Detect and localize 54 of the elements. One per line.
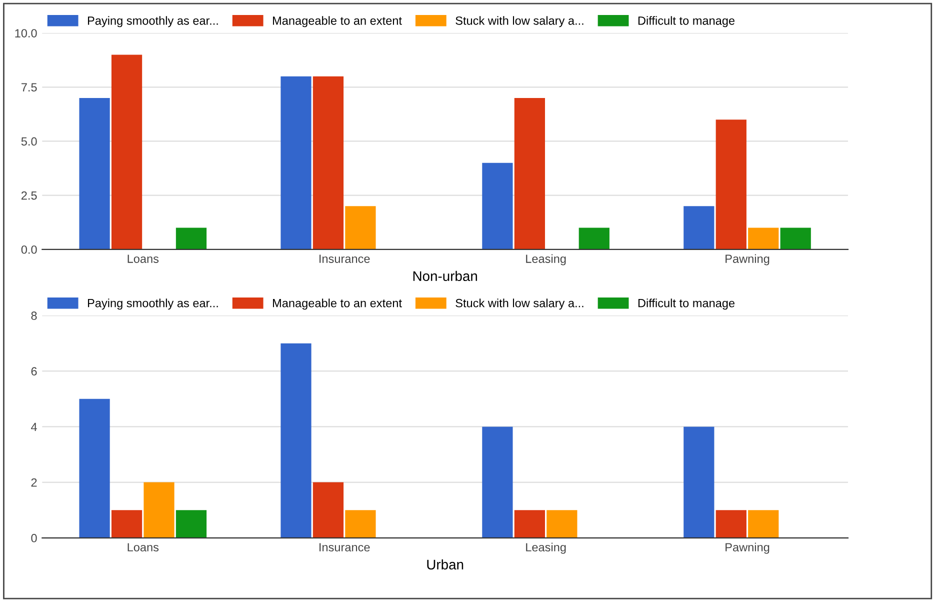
- bar: [482, 426, 513, 538]
- x-tick-label: Loans: [128, 543, 159, 552]
- y-tick-label: 8: [31, 312, 37, 320]
- y-tick-label: 0: [31, 534, 37, 542]
- bar: [684, 206, 714, 250]
- bar: [280, 343, 312, 538]
- bar: [748, 510, 779, 538]
- bar: [482, 162, 513, 250]
- bar: [79, 398, 110, 538]
- bar: [780, 228, 811, 250]
- bar: [111, 510, 142, 538]
- legend-label: Manageable to an extent: [273, 298, 402, 310]
- y-tick-label: 10.0: [15, 29, 37, 38]
- bar: [79, 98, 110, 250]
- y-tick-label: 7.5: [22, 83, 37, 92]
- bar: [176, 510, 207, 538]
- x-axis-title: Non-urban: [413, 270, 477, 282]
- bar: [684, 426, 714, 538]
- y-tick-label: 6: [31, 367, 37, 376]
- legend-label: Difficult to manage: [638, 16, 735, 28]
- x-tick-label: Insurance: [320, 254, 370, 263]
- bar: [312, 482, 344, 538]
- y-tick-label: 4: [31, 422, 37, 431]
- x-tick-label: Insurance: [320, 543, 370, 552]
- y-tick-label: 2: [31, 478, 37, 487]
- x-tick-label: Leasing: [526, 542, 566, 554]
- bar: [111, 54, 142, 250]
- x-tick-label: Loans: [128, 254, 159, 263]
- x-tick-label: Leasing: [526, 254, 566, 266]
- y-tick-label: 2.5: [21, 191, 37, 200]
- bar: [716, 120, 746, 250]
- bar: [144, 482, 174, 538]
- bar: [546, 510, 578, 538]
- y-tick-label: 5.0: [21, 137, 37, 146]
- x-tick-label: Pawning: [726, 254, 770, 266]
- bar: [345, 510, 376, 538]
- bar: [578, 228, 610, 250]
- x-tick-label: Pawning: [726, 542, 770, 554]
- bar: [514, 510, 545, 538]
- bar: [280, 76, 312, 250]
- bar: [748, 228, 779, 250]
- bar: [514, 98, 545, 250]
- bar: [716, 510, 746, 538]
- bar: [345, 206, 376, 250]
- legend-label: Difficult to manage: [638, 298, 735, 310]
- legend-label: Manageable to an extent: [273, 16, 402, 28]
- bar: [312, 76, 344, 250]
- legend-label: Paying smoothly as ear...: [88, 298, 218, 310]
- legend-label: Paying smoothly as ear...: [88, 16, 218, 28]
- legend-label: Stuck with low salary a...: [456, 16, 584, 28]
- legend-label: Stuck with low salary a...: [456, 298, 584, 310]
- y-tick-label: 0.0: [21, 245, 37, 254]
- x-axis-title: Urban: [427, 559, 464, 570]
- bar: [176, 228, 207, 250]
